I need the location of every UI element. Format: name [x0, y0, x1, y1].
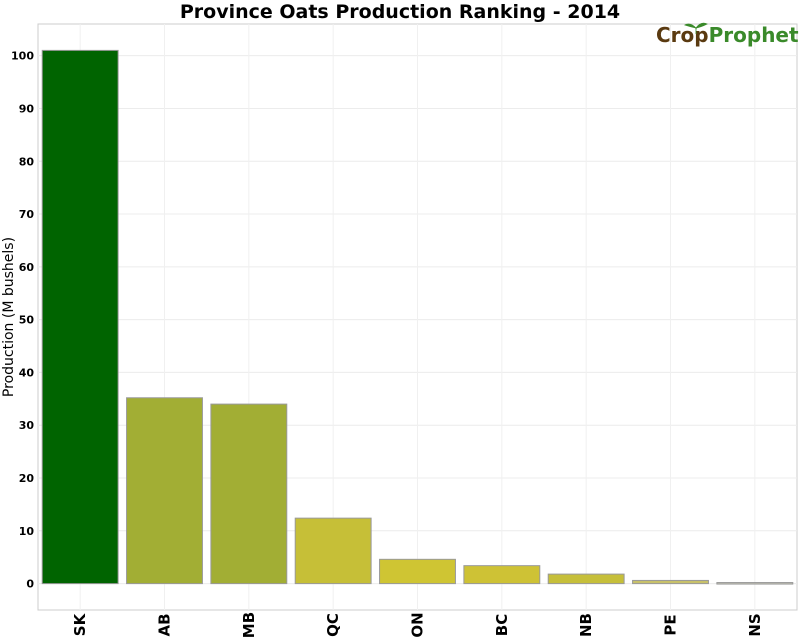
- bar-ns: [716, 582, 794, 585]
- y-tick-label: 90: [19, 102, 35, 115]
- x-tick-label: BC: [493, 614, 511, 636]
- y-tick-label: 10: [19, 525, 35, 538]
- x-tick-label: AB: [156, 613, 174, 636]
- bars: [41, 49, 794, 585]
- x-tick-label: NB: [577, 613, 595, 637]
- y-tick-label: 40: [19, 366, 35, 379]
- x-tick-label: QC: [324, 613, 342, 637]
- x-tick-label: NS: [746, 613, 764, 636]
- bar-mb: [210, 403, 288, 585]
- x-tick-label: SK: [71, 612, 89, 636]
- bar-qc: [294, 517, 372, 585]
- logo-text-prophet: Prophet: [709, 23, 799, 47]
- svg-text:CropProphet: CropProphet: [656, 23, 799, 47]
- y-tick-label: 70: [19, 208, 35, 221]
- sprout-icon: [684, 22, 708, 34]
- x-axis-ticks: SK AB MB QC ON BC NB PE NS: [71, 612, 764, 638]
- y-axis-label: Production (M bushels): [1, 237, 17, 397]
- x-tick-label: MB: [240, 612, 258, 638]
- y-tick-label: 60: [19, 261, 35, 274]
- bar-bc: [463, 565, 541, 585]
- x-tick-label: ON: [409, 612, 427, 637]
- y-tick-label: 100: [11, 50, 34, 63]
- cropprophet-logo: CropProphet: [656, 22, 799, 47]
- x-tick-label: PE: [662, 614, 680, 635]
- bar-ab: [126, 397, 203, 585]
- y-tick-label: 80: [19, 155, 35, 168]
- bar-sk: [41, 49, 119, 585]
- y-tick-label: 30: [19, 419, 35, 432]
- y-tick-label: 50: [19, 314, 35, 327]
- bar-nb: [547, 573, 625, 585]
- y-tick-label: 20: [19, 472, 35, 485]
- chart-title: Province Oats Production Ranking - 2014: [179, 1, 621, 23]
- y-tick-label: 0: [26, 578, 34, 591]
- y-axis-ticks: 0 10 20 30 40 50 60 70 80 90 100: [11, 50, 34, 591]
- bar-pe: [632, 579, 709, 585]
- bar-on: [379, 558, 456, 585]
